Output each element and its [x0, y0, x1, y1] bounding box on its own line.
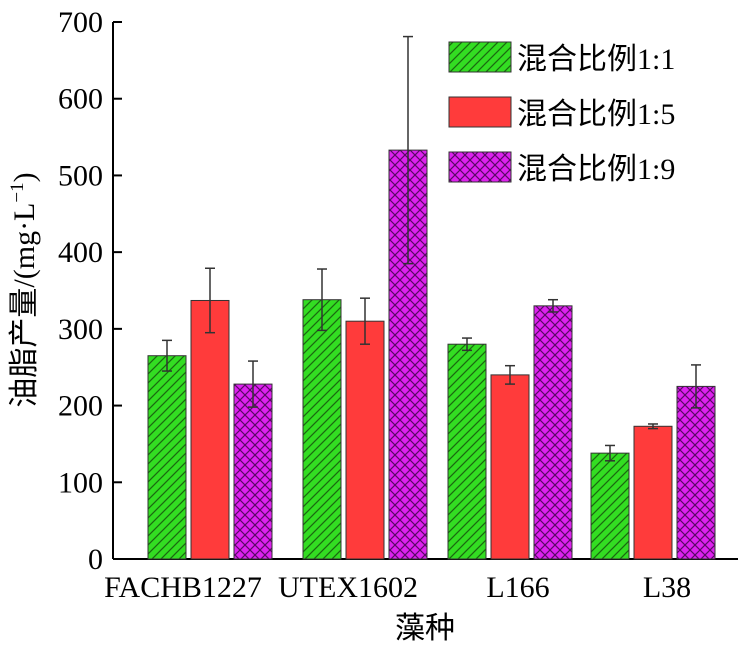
y-tick-label: 500 [58, 159, 103, 192]
y-axis-title-close: ) [8, 172, 41, 182]
error-bar [548, 298, 558, 313]
bar-fachb1227-series-3 [233, 383, 273, 560]
x-axis-title: 藻种 [395, 612, 455, 645]
bar-l38-series-2 [633, 425, 673, 560]
y-axis-title-main: 油脂产量/(mg·L [8, 203, 41, 408]
y-tick-label: 700 [58, 6, 103, 39]
y-axis-title-sup: −1 [7, 182, 28, 202]
y-tick-label: 400 [58, 236, 103, 269]
bar-l38-series-3 [676, 385, 716, 560]
y-axis-title: 油脂产量/(mg·L−1) [7, 172, 41, 407]
bars [147, 35, 716, 560]
error-bar [162, 339, 172, 372]
x-tick-label: FACHB1227 [104, 571, 262, 604]
y-ticks: 0 100 200 300 400 500 600 700 [58, 6, 122, 576]
legend-swatch [448, 96, 512, 128]
y-tick-label: 600 [58, 83, 103, 116]
error-bar [605, 444, 615, 462]
bar-fachb1227-series-1 [147, 355, 187, 560]
legend-label: 混合比例1:1 [517, 43, 675, 76]
legend-label: 混合比例1:9 [517, 153, 675, 186]
bar-utex1602-series-2 [345, 320, 385, 560]
error-bar [248, 360, 258, 408]
y-tick-label: 100 [58, 466, 103, 499]
error-bar [462, 337, 472, 352]
error-bar [317, 268, 327, 332]
bar-l166-series-3 [533, 305, 573, 560]
error-bar [403, 35, 413, 265]
legend-swatch [448, 41, 512, 73]
error-bar [205, 267, 215, 334]
error-bar [360, 297, 370, 345]
category-labels: FACHB1227 UTEX1602 L166 L38 [104, 571, 691, 604]
y-tick-label: 0 [88, 543, 103, 576]
error-bar [691, 364, 701, 409]
x-tick-label: L38 [643, 571, 691, 604]
x-tick-label: L166 [486, 571, 549, 604]
legend: 混合比例1:1 混合比例1:5 混合比例1:9 [448, 41, 675, 186]
y-axis: 0 100 200 300 400 500 600 700 [58, 6, 122, 576]
legend-swatch [448, 151, 512, 183]
bar-utex1602-series-1 [302, 299, 342, 560]
legend-item: 混合比例1:1 [448, 41, 675, 76]
legend-item: 混合比例1:9 [448, 151, 675, 186]
y-tick-label: 300 [58, 313, 103, 346]
x-tick-label: UTEX1602 [278, 571, 418, 604]
y-tick-label: 200 [58, 390, 103, 423]
legend-label: 混合比例1:5 [517, 98, 675, 131]
bar-l166-series-2 [490, 374, 530, 560]
bar-l38-series-1 [590, 452, 630, 560]
bar-fachb1227-series-2 [190, 299, 230, 560]
legend-item: 混合比例1:5 [448, 96, 675, 131]
bar-utex1602-series-3 [388, 149, 428, 560]
error-bar [505, 364, 515, 385]
bar-l166-series-1 [447, 343, 487, 560]
error-bar [648, 423, 658, 430]
